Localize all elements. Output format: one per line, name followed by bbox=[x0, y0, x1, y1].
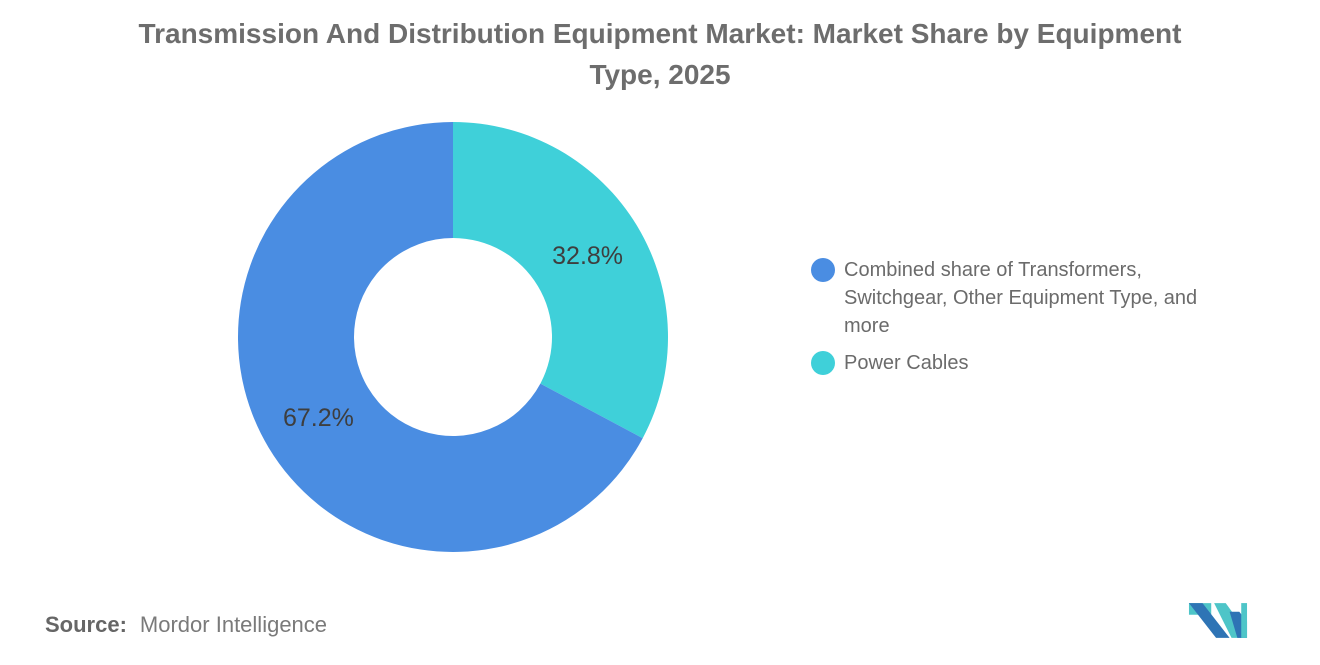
source-line: Source: Mordor Intelligence bbox=[45, 612, 327, 638]
donut-slice-0 bbox=[237, 122, 643, 552]
donut-slice-value-label-1: 32.8% bbox=[552, 242, 623, 270]
chart-legend: Combined share of Transformers, Switchge… bbox=[811, 256, 1246, 386]
chart-title-line-1: Transmission And Distribution Equipment … bbox=[138, 18, 1182, 49]
legend-label-combined: Combined share of Transformers, Switchge… bbox=[844, 259, 1198, 337]
legend-label-power-cables: Power Cables bbox=[844, 352, 969, 374]
source-value: Mordor Intelligence bbox=[139, 612, 328, 637]
donut-slice-value-label-0: 67.2% bbox=[283, 404, 354, 432]
source-label: Source: bbox=[45, 612, 127, 637]
legend-dot-combined-icon bbox=[811, 258, 835, 282]
chart-title: Transmission And Distribution Equipment … bbox=[0, 13, 1320, 95]
donut-chart-svg: 32.8% 67.2% bbox=[237, 122, 668, 552]
mordor-intelligence-logo bbox=[1188, 603, 1248, 638]
legend-item-combined: Combined share of Transformers, Switchge… bbox=[811, 256, 1246, 340]
donut-slice-1 bbox=[453, 122, 668, 439]
chart-title-line-2: Type, 2025 bbox=[589, 59, 731, 90]
legend-item-power-cables: Power Cables bbox=[811, 349, 1246, 377]
donut-chart: 32.8% 67.2% bbox=[236, 120, 670, 554]
legend-dot-power-cables-icon bbox=[811, 351, 835, 375]
